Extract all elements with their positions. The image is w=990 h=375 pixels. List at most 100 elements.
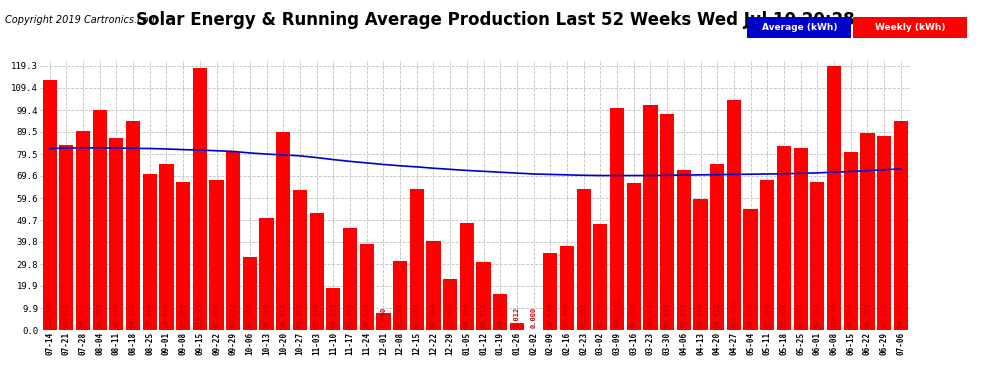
Bar [860, 133, 874, 330]
Text: 67.008: 67.008 [180, 302, 186, 328]
Text: 67.608: 67.608 [764, 302, 770, 328]
Text: 103.908: 103.908 [731, 298, 737, 328]
Bar [493, 294, 507, 330]
Bar [627, 183, 641, 330]
Bar [544, 253, 557, 330]
Text: 74.912: 74.912 [714, 302, 720, 328]
Bar [359, 244, 374, 330]
Text: 83.712: 83.712 [63, 302, 69, 328]
Bar [794, 148, 808, 330]
Bar [176, 182, 190, 330]
Text: 80.248: 80.248 [847, 302, 853, 328]
Bar [510, 323, 524, 330]
Text: 0.000: 0.000 [531, 306, 537, 328]
Bar [76, 131, 90, 330]
Bar [376, 313, 390, 330]
Text: 87.620: 87.620 [881, 302, 887, 328]
Text: 74.956: 74.956 [163, 302, 169, 328]
Text: 101.780: 101.780 [647, 298, 653, 328]
Text: 72.224: 72.224 [681, 302, 687, 328]
Text: 66.208: 66.208 [631, 302, 637, 328]
Bar [777, 146, 791, 330]
Text: 7.840: 7.840 [380, 306, 386, 328]
Text: 30.912: 30.912 [480, 302, 486, 328]
Text: 3.012: 3.012 [514, 306, 520, 328]
Bar [109, 138, 124, 330]
Bar [293, 190, 307, 330]
Bar [710, 164, 725, 330]
Text: 100.272: 100.272 [614, 298, 620, 328]
Text: 83.000: 83.000 [781, 302, 787, 328]
Bar [276, 132, 290, 330]
Text: 54.668: 54.668 [747, 302, 753, 328]
Bar [159, 164, 173, 330]
Text: 70.692: 70.692 [147, 302, 152, 328]
Text: 47.776: 47.776 [597, 302, 603, 328]
Text: 50.560: 50.560 [263, 302, 269, 328]
Bar [410, 189, 424, 330]
Text: 80.272: 80.272 [231, 302, 237, 328]
Bar [126, 121, 141, 330]
Text: 46.104: 46.104 [347, 302, 353, 328]
Text: 16.128: 16.128 [497, 302, 503, 328]
Text: 86.668: 86.668 [114, 302, 120, 328]
Bar [393, 261, 407, 330]
Text: Copyright 2019 Cartronics.com: Copyright 2019 Cartronics.com [5, 15, 158, 25]
Text: 38.924: 38.924 [363, 302, 369, 328]
Bar [760, 180, 774, 330]
Text: Average (kWh): Average (kWh) [761, 22, 838, 32]
Text: 89.412: 89.412 [280, 302, 286, 328]
Bar [576, 189, 591, 330]
Bar [693, 199, 708, 330]
Bar [93, 111, 107, 330]
Text: 63.308: 63.308 [297, 302, 303, 328]
Text: 112.864: 112.864 [47, 298, 52, 328]
Bar [877, 136, 891, 330]
Text: 31.272: 31.272 [397, 302, 403, 328]
Bar [459, 224, 474, 330]
Bar [427, 241, 441, 330]
Bar [660, 114, 674, 330]
Text: 63.584: 63.584 [414, 302, 420, 328]
Bar [743, 209, 757, 330]
Text: 99.204: 99.204 [97, 302, 103, 328]
Text: 89.760: 89.760 [80, 302, 86, 328]
Text: Solar Energy & Running Average Production Last 52 Weeks Wed Jul 10 20:28: Solar Energy & Running Average Productio… [136, 11, 854, 29]
Text: 118.256: 118.256 [197, 298, 203, 328]
Bar [727, 100, 741, 330]
Text: 94.420: 94.420 [898, 302, 904, 328]
Text: 37.796: 37.796 [564, 302, 570, 328]
Bar [810, 182, 825, 330]
Text: 52.956: 52.956 [314, 302, 320, 328]
Text: 94.496: 94.496 [130, 302, 136, 328]
Text: Weekly (kWh): Weekly (kWh) [875, 22, 945, 32]
Text: 67.856: 67.856 [214, 302, 220, 328]
Bar [476, 262, 491, 330]
Bar [827, 66, 842, 330]
Text: 19.148: 19.148 [331, 302, 337, 328]
Text: 40.408: 40.408 [431, 302, 437, 328]
Bar [310, 213, 324, 330]
Text: 59.220: 59.220 [698, 302, 704, 328]
Bar [259, 218, 273, 330]
Text: 63.552: 63.552 [581, 302, 587, 328]
Bar [593, 224, 608, 330]
Bar [444, 279, 457, 330]
Text: 119.300: 119.300 [831, 298, 837, 328]
Bar [677, 170, 691, 330]
Bar [343, 228, 357, 330]
Bar [210, 180, 224, 330]
Text: 23.000: 23.000 [447, 302, 453, 328]
Text: 97.632: 97.632 [664, 302, 670, 328]
Bar [59, 145, 73, 330]
Text: 33.100: 33.100 [247, 302, 252, 328]
Text: 48.160: 48.160 [464, 302, 470, 328]
Bar [193, 68, 207, 330]
Bar [894, 121, 908, 330]
Text: 82.152: 82.152 [798, 302, 804, 328]
Text: 34.944: 34.944 [547, 302, 553, 328]
Bar [243, 257, 257, 330]
Bar [610, 108, 624, 330]
Bar [843, 152, 857, 330]
Text: 66.804: 66.804 [815, 302, 821, 328]
